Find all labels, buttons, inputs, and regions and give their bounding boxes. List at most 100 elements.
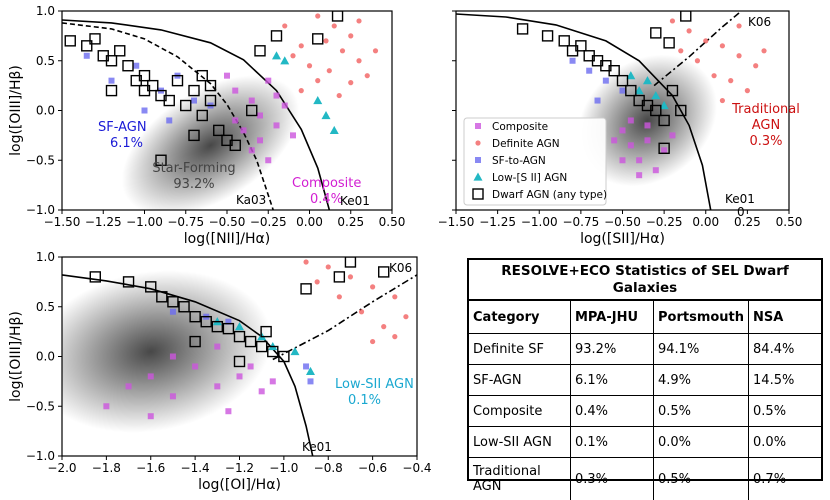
data-point	[711, 73, 716, 78]
x-tick-label: −1.2	[225, 461, 254, 475]
x-tick-label: −0.6	[358, 461, 387, 475]
table-title: RESOLVE+ECO Statistics of SEL Dwarf Gala…	[469, 260, 821, 300]
data-point	[326, 264, 331, 269]
statistics-grid: Category MPA-JHU Portsmouth NSA Definite…	[469, 300, 821, 500]
cell-portsmouth: 0.5%	[654, 396, 749, 427]
legend-marker	[475, 157, 481, 163]
x-tick-label: −1.00	[521, 215, 558, 229]
data-point	[214, 383, 220, 389]
data-point	[313, 96, 322, 104]
tick-extra-label: 0	[737, 205, 745, 219]
data-point	[257, 112, 263, 118]
x-tick-label: −0.50	[604, 215, 641, 229]
data-point	[257, 137, 263, 143]
y-axis-label: log([OIII]/Hβ)	[8, 65, 24, 156]
data-point	[282, 103, 288, 109]
data-point	[337, 294, 342, 299]
x-tick-label: −0.75	[562, 215, 599, 229]
data-point	[603, 78, 609, 84]
cell-category: Definite SF	[469, 334, 571, 365]
x-tick-label: 0.00	[296, 215, 323, 229]
data-point	[322, 111, 331, 119]
data-point	[303, 363, 309, 369]
data-point	[308, 378, 314, 384]
data-point	[197, 71, 207, 81]
data-point	[636, 172, 642, 178]
y-axis-label: log([OIII]/Hβ)	[8, 311, 24, 402]
data-point	[249, 147, 255, 153]
y-tick-label: 0.0	[36, 350, 55, 364]
data-point	[148, 413, 154, 419]
header-nsa: NSA	[749, 301, 821, 334]
data-point	[365, 73, 370, 78]
ke01-label: Ke01	[725, 192, 755, 206]
data-point	[249, 98, 255, 104]
x-tick-label: −1.4	[181, 461, 210, 475]
data-point	[290, 347, 299, 355]
data-point	[299, 88, 304, 93]
cell-mpa-jhu: 0.1%	[571, 427, 654, 458]
data-point	[669, 132, 675, 138]
data-point	[670, 18, 675, 23]
table-row: Traditional AGN 0.3% 0.5% 0.7%	[469, 458, 821, 500]
data-point	[664, 38, 674, 48]
data-point	[373, 48, 378, 53]
x-tick-label: 0.00	[692, 215, 719, 229]
y-tick-label: 0.5	[36, 54, 55, 68]
traditional-agn-label-2: AGN	[752, 118, 780, 133]
sf-agn-label: SF-AGN	[98, 120, 147, 135]
cell-portsmouth: 94.1%	[654, 334, 749, 365]
data-point	[280, 56, 289, 64]
data-point	[323, 38, 328, 43]
data-point	[170, 354, 176, 360]
ke01-label: Ke01	[302, 440, 332, 454]
data-point	[109, 78, 115, 84]
cell-category: SF-AGN	[469, 365, 571, 396]
data-point	[274, 122, 280, 128]
star-forming-label: Star-Forming	[152, 161, 235, 176]
data-point	[299, 43, 304, 48]
data-point	[115, 46, 125, 56]
data-point	[170, 309, 176, 315]
data-point	[381, 324, 386, 329]
data-point	[270, 378, 276, 384]
y-tick-label: 1.0	[36, 4, 55, 18]
y-tick-label: −1.0	[26, 449, 55, 463]
x-tick-label: −1.25	[85, 215, 122, 229]
data-point	[330, 126, 339, 134]
data-point	[107, 86, 117, 96]
x-tick-label: −1.50	[438, 215, 475, 229]
cell-mpa-jhu: 93.2%	[571, 334, 654, 365]
cell-nsa: 0.0%	[749, 427, 821, 458]
y-tick-label: −0.5	[26, 153, 55, 167]
series-definite-agn	[282, 13, 378, 98]
data-point	[232, 117, 238, 123]
data-point	[103, 403, 109, 409]
data-point	[303, 259, 308, 264]
cell-category: Traditional AGN	[469, 458, 571, 500]
data-point	[651, 28, 661, 38]
x-tick-label: −0.25	[646, 215, 683, 229]
header-category: Category	[469, 301, 571, 334]
data-point	[265, 78, 271, 84]
data-point	[248, 363, 254, 369]
cell-mpa-jhu: 6.1%	[571, 365, 654, 396]
data-point	[133, 63, 139, 69]
data-point	[290, 53, 295, 58]
cell-nsa: 14.5%	[749, 365, 821, 396]
data-point	[232, 88, 238, 94]
low-sii-agn-percent: 0.1%	[348, 393, 381, 408]
x-tick-label: −1.0	[269, 461, 298, 475]
ke01-label: Ke01	[340, 194, 370, 208]
table-row: SF-AGN 6.1% 4.9% 14.5%	[469, 365, 821, 396]
composite-label: Composite	[292, 176, 361, 191]
data-point	[327, 68, 332, 73]
composite-percent: 0.4%	[310, 192, 343, 207]
data-point	[192, 363, 198, 369]
data-point	[753, 63, 758, 68]
data-point	[224, 73, 230, 79]
data-point	[559, 36, 569, 46]
x-tick-label: −0.4	[402, 461, 431, 475]
x-tick-label: −0.75	[167, 215, 204, 229]
x-tick-label: −0.8	[314, 461, 343, 475]
